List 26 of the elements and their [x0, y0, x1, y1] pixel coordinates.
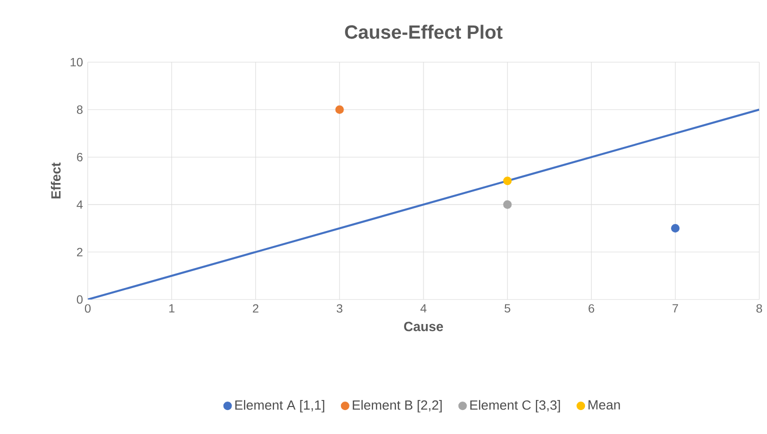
- point: [503, 200, 512, 209]
- point: [503, 176, 512, 186]
- y-tick-label: 10: [70, 58, 83, 66]
- y-axis-title: Effect: [50, 162, 61, 198]
- chart-title: Cause-Effect Plot: [345, 24, 502, 39]
- x-tick-label: 5: [504, 304, 510, 313]
- x-tick-label: 6: [588, 304, 594, 313]
- x-tick-label: 1: [169, 304, 174, 313]
- y-tick-label: 2: [77, 248, 82, 256]
- point: [335, 105, 344, 114]
- legend-label: Mean: [588, 400, 620, 410]
- x-tick-label: 3: [336, 304, 342, 313]
- y-tick-label: 6: [77, 152, 83, 162]
- x-tick-label: 0: [84, 304, 91, 313]
- y-tick-label: 8: [76, 105, 83, 114]
- x-tick-label: 2: [252, 304, 258, 313]
- x-tick-label: 4: [420, 304, 426, 313]
- legend-label: Element C [3,3]: [470, 400, 560, 413]
- legend-label: Element B [2,2]: [352, 400, 442, 413]
- x-axis-title: Cause: [404, 322, 444, 332]
- x-tick-label: 7: [672, 304, 678, 313]
- y-tick-label: 4: [76, 200, 83, 209]
- y-tick-label: 0: [76, 295, 83, 304]
- legend-label: Element A [1,1]: [235, 400, 324, 413]
- point: [671, 224, 680, 233]
- x-tick-label: 8: [756, 304, 762, 313]
